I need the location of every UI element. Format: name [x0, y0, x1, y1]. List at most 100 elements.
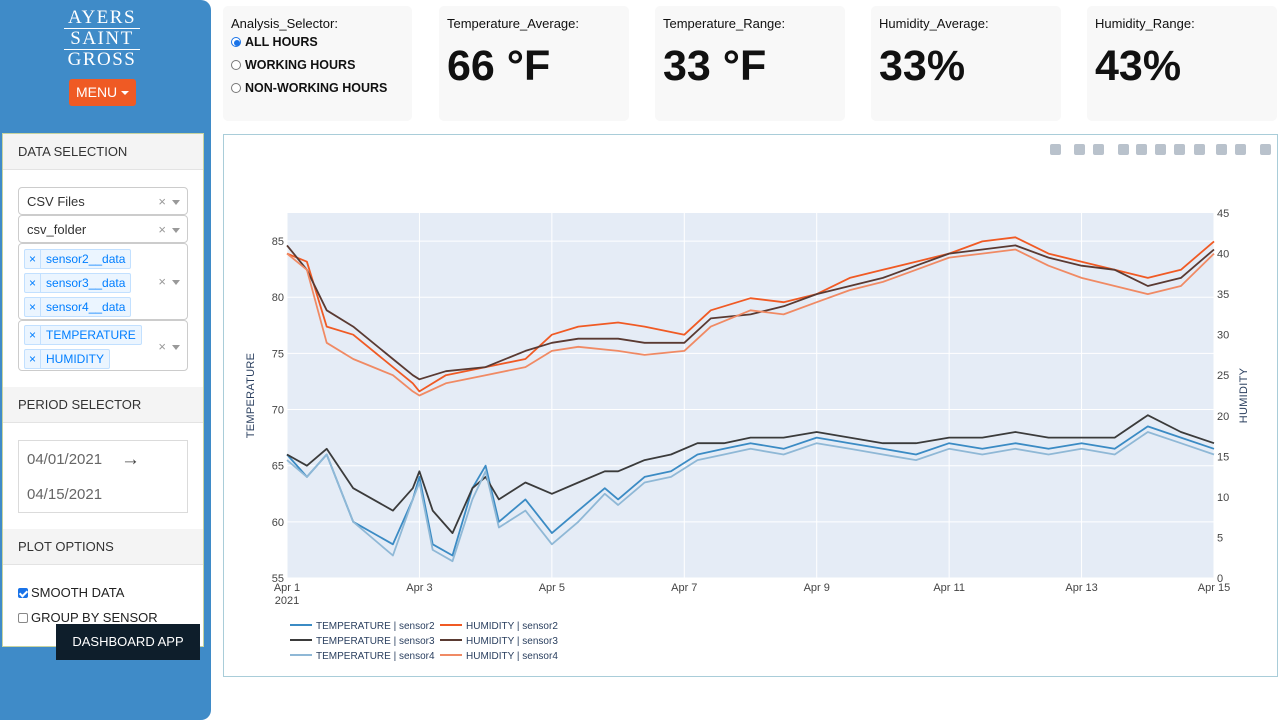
zoom-in-icon[interactable] [1118, 144, 1129, 155]
analysis-selector-label: Analysis_Selector: [231, 16, 338, 31]
logo-line: GROSS [67, 49, 137, 70]
kpi-value: 33% [879, 42, 966, 90]
series-line [286, 248, 1215, 397]
legend-item: HUMIDITY | sensor4 [466, 651, 558, 662]
chevron-down-icon[interactable] [172, 228, 180, 233]
y2-tick-label: 30 [1217, 330, 1229, 342]
series-line [286, 431, 1215, 563]
chip-label: sensor3__data [46, 276, 126, 290]
y-tick-label: 65 [272, 461, 284, 473]
legend-item: TEMPERATURE | sensor3 [316, 636, 435, 647]
sidebar: AYERS SAINT GROSS MENU DATA SELECTION CS… [0, 0, 211, 720]
y2-axis-title: HUMIDITY [1238, 367, 1250, 423]
radio-label: WORKING HOURS [245, 58, 356, 72]
autoscale-icon[interactable] [1155, 144, 1166, 155]
radio-label: ALL HOURS [245, 35, 318, 49]
y2-tick-label: 25 [1217, 370, 1229, 382]
series-line [286, 236, 1215, 393]
reset-axes-icon[interactable] [1174, 144, 1185, 155]
checkbox-unchecked-icon[interactable] [18, 613, 28, 623]
analysis-selector-card: Analysis_Selector: ALL HOURS WORKING HOU… [223, 6, 412, 121]
kpi-card-humidity-average: Humidity_Average: 33% [871, 6, 1061, 121]
x-tick-label: Apr 13 [1065, 582, 1097, 594]
arrow-right-icon: → [121, 449, 140, 470]
smooth-data-checkbox[interactable]: SMOOTH DATA [18, 585, 124, 600]
checkbox-checked-icon[interactable] [18, 588, 28, 598]
plotly-logo-icon[interactable] [1260, 144, 1271, 155]
hover-compare-icon[interactable] [1235, 144, 1246, 155]
start-date-input[interactable]: 04/01/2021 [27, 451, 103, 468]
chip-label: sensor4__data [46, 300, 126, 314]
legend-item: HUMIDITY | sensor3 [466, 636, 558, 647]
chart-svg: Apr 1 Apr 3 Apr 5 Apr 7 Apr 9 Apr 11 Apr 13 Apr… [245, 144, 1271, 662]
sensor-multiselect[interactable]: × sensor2__data × sensor3__data × sensor4__… [18, 243, 188, 320]
period-selector-heading: PERIOD SELECTOR [3, 387, 203, 423]
x-year-label: 2021 [275, 595, 299, 607]
clear-icon[interactable]: × [158, 222, 166, 237]
caret-down-icon [121, 91, 130, 95]
x-tick-label: Apr 1 [274, 582, 300, 594]
clear-icon[interactable]: × [158, 339, 166, 354]
legend-item: TEMPERATURE | sensor2 [316, 621, 435, 632]
kpi-card-temperature-range: Temperature_Range: 33 °F [655, 6, 845, 121]
dashboard-app-badge: DASHBOARD APP [56, 624, 200, 660]
kpi-value: 43% [1095, 42, 1182, 90]
folder-dropdown[interactable]: csv_folder × [18, 215, 188, 243]
kpi-label: Humidity_Range: [1095, 16, 1195, 31]
source-type-value: CSV Files [27, 194, 85, 209]
sensor-chip[interactable]: × sensor4__data [24, 297, 132, 317]
zoom-icon[interactable] [1074, 144, 1085, 155]
date-range-picker[interactable]: 04/01/2021 → 04/15/2021 [18, 440, 188, 513]
y2-tick-label: 10 [1217, 492, 1229, 504]
chevron-down-icon[interactable] [172, 345, 180, 350]
control-panel: DATA SELECTION CSV Files × csv_folder × … [2, 133, 204, 647]
zoom-out-icon[interactable] [1136, 144, 1147, 155]
radio-unselected-icon[interactable] [231, 60, 241, 70]
kpi-value: 33 °F [663, 42, 767, 90]
remove-chip-icon[interactable]: × [25, 298, 42, 316]
series-line [286, 414, 1215, 535]
variable-multiselect[interactable]: × TEMPERATURE × HUMIDITY × [18, 320, 188, 371]
group-by-sensor-checkbox[interactable]: GROUP BY SENSOR [18, 610, 158, 625]
x-tick-label: Apr 11 [933, 582, 965, 594]
kpi-label: Temperature_Range: [663, 16, 786, 31]
logo-line: SAINT [64, 28, 140, 50]
camera-icon[interactable] [1050, 144, 1061, 155]
kpi-label: Temperature_Average: [447, 16, 580, 31]
legend-item: TEMPERATURE | sensor4 [316, 651, 435, 662]
remove-chip-icon[interactable]: × [25, 274, 42, 292]
menu-label: MENU [75, 84, 118, 100]
sensor-chip[interactable]: × sensor2__data [24, 249, 132, 269]
sensor-chip[interactable]: × sensor3__data [24, 273, 132, 293]
clear-icon[interactable]: × [158, 194, 166, 209]
y2-tick-label: 5 [1217, 532, 1223, 544]
chevron-down-icon[interactable] [172, 280, 180, 285]
radio-all-hours[interactable]: ALL HOURS [231, 35, 318, 49]
chevron-down-icon[interactable] [172, 200, 180, 205]
variable-chip[interactable]: × HUMIDITY [24, 349, 111, 369]
radio-selected-icon[interactable] [231, 37, 241, 47]
hover-closest-icon[interactable] [1216, 144, 1227, 155]
y-tick-label: 85 [272, 236, 284, 248]
radio-non-working-hours[interactable]: NON-WORKING HOURS [231, 81, 387, 95]
y2-tick-label: 20 [1217, 411, 1229, 423]
spike-lines-icon[interactable] [1194, 144, 1205, 155]
radio-unselected-icon[interactable] [231, 83, 241, 93]
pan-icon[interactable] [1093, 144, 1104, 155]
remove-chip-icon[interactable]: × [25, 250, 42, 268]
y2-tick-label: 45 [1217, 208, 1229, 220]
y-tick-label: 75 [272, 348, 284, 360]
radio-label: NON-WORKING HOURS [245, 81, 388, 95]
remove-chip-icon[interactable]: × [25, 326, 42, 344]
clear-icon[interactable]: × [158, 274, 166, 289]
radio-working-hours[interactable]: WORKING HOURS [231, 58, 355, 72]
legend-item: HUMIDITY | sensor2 [466, 621, 558, 632]
remove-chip-icon[interactable]: × [25, 350, 42, 368]
x-tick-label: Apr 15 [1198, 582, 1230, 594]
variable-chip[interactable]: × TEMPERATURE [24, 325, 142, 345]
end-date-input[interactable]: 04/15/2021 [27, 486, 103, 503]
x-tick-label: Apr 7 [671, 582, 697, 594]
plot-area [287, 213, 1214, 578]
source-type-dropdown[interactable]: CSV Files × [18, 187, 188, 215]
menu-button[interactable]: MENU [69, 79, 136, 106]
